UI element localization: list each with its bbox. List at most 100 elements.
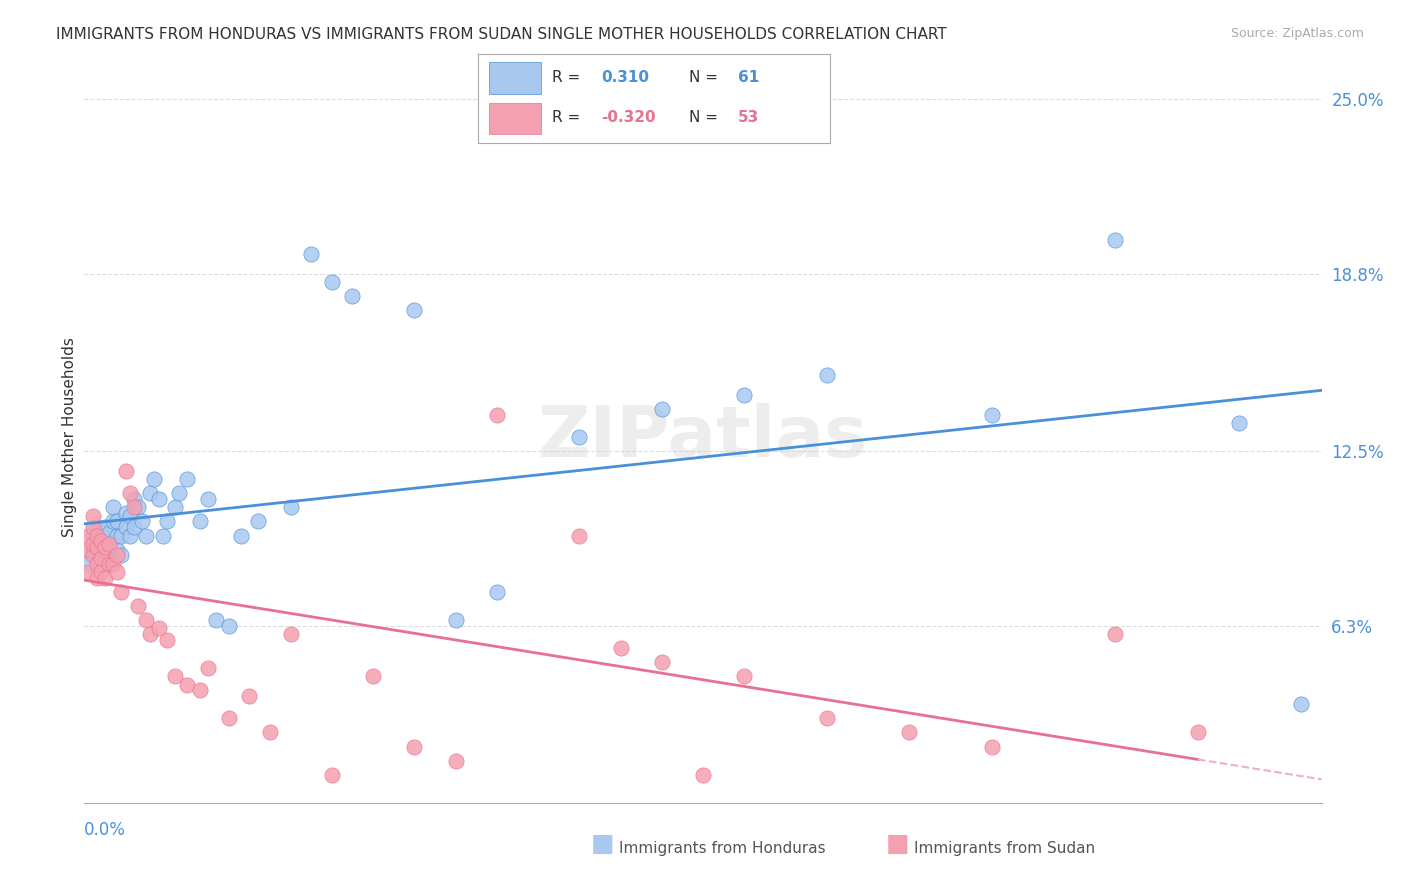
Point	[94, 542, 117, 557]
Point	[980, 739, 1002, 754]
Point	[156, 515, 179, 529]
Point	[156, 632, 179, 647]
Point	[1104, 627, 1126, 641]
Point	[148, 621, 170, 635]
Bar	[489, 103, 541, 134]
Point	[82, 528, 104, 542]
Point	[86, 571, 108, 585]
Point	[404, 303, 426, 318]
Point	[110, 584, 132, 599]
Point	[86, 528, 108, 542]
Point	[609, 641, 631, 656]
Point	[197, 661, 219, 675]
Point	[82, 508, 104, 523]
Point	[152, 528, 174, 542]
Text: Source: ZipAtlas.com: Source: ZipAtlas.com	[1230, 27, 1364, 40]
Point	[98, 557, 121, 571]
Point	[143, 472, 166, 486]
Point	[218, 618, 240, 632]
Point	[118, 528, 141, 542]
Text: ■: ■	[591, 832, 614, 856]
Text: 61: 61	[738, 70, 759, 85]
Point	[103, 515, 125, 529]
Point	[238, 689, 260, 703]
Point	[86, 557, 108, 571]
Point	[86, 537, 108, 551]
Bar	[489, 62, 541, 94]
Point	[94, 571, 117, 585]
Point	[733, 388, 755, 402]
Point	[105, 515, 128, 529]
Point	[98, 548, 121, 562]
Point	[188, 515, 211, 529]
Point	[118, 486, 141, 500]
Point	[98, 557, 121, 571]
Point	[127, 599, 149, 613]
Point	[188, 683, 211, 698]
Point	[733, 669, 755, 683]
Text: N =: N =	[689, 70, 718, 85]
Point	[82, 548, 104, 562]
Point	[568, 528, 591, 542]
Text: -0.320: -0.320	[602, 111, 655, 125]
Point	[898, 725, 921, 739]
Point	[131, 515, 153, 529]
Point	[165, 500, 187, 515]
Point	[114, 520, 136, 534]
Point	[86, 520, 108, 534]
Point	[176, 678, 198, 692]
Point	[321, 767, 343, 781]
Point	[280, 627, 302, 641]
Point	[815, 711, 838, 725]
Point	[197, 491, 219, 506]
Point	[651, 401, 673, 416]
Point	[105, 565, 128, 579]
Point	[90, 565, 112, 579]
Point	[122, 491, 145, 506]
Point	[218, 711, 240, 725]
Point	[148, 491, 170, 506]
Point	[229, 528, 252, 542]
Point	[90, 540, 112, 554]
Point	[444, 613, 467, 627]
Point	[77, 565, 100, 579]
Point	[103, 557, 125, 571]
Point	[404, 739, 426, 754]
Point	[1187, 725, 1209, 739]
Text: ■: ■	[886, 832, 910, 856]
Point	[82, 520, 104, 534]
Text: R =: R =	[551, 70, 581, 85]
Point	[86, 540, 108, 554]
Point	[90, 528, 112, 542]
Point	[815, 368, 838, 383]
Text: N =: N =	[689, 111, 718, 125]
Point	[82, 542, 104, 557]
Point	[90, 557, 112, 571]
Point	[94, 540, 117, 554]
Point	[259, 725, 281, 739]
Point	[1104, 233, 1126, 247]
Point	[321, 276, 343, 290]
Point	[110, 528, 132, 542]
Point	[692, 767, 714, 781]
Text: Immigrants from Sudan: Immigrants from Sudan	[914, 841, 1095, 856]
Point	[165, 669, 187, 683]
Point	[103, 500, 125, 515]
Point	[105, 542, 128, 557]
Point	[77, 557, 100, 571]
Point	[299, 247, 322, 261]
Point	[114, 506, 136, 520]
Point	[444, 754, 467, 768]
Point	[485, 584, 508, 599]
Text: 0.0%: 0.0%	[84, 821, 127, 839]
Point	[77, 542, 100, 557]
Point	[342, 289, 364, 303]
Point	[651, 655, 673, 669]
Point	[135, 528, 157, 542]
Point	[280, 500, 302, 515]
Point	[361, 669, 384, 683]
Text: IMMIGRANTS FROM HONDURAS VS IMMIGRANTS FROM SUDAN SINGLE MOTHER HOUSEHOLDS CORRE: IMMIGRANTS FROM HONDURAS VS IMMIGRANTS F…	[56, 27, 948, 42]
Point	[127, 500, 149, 515]
Point	[82, 537, 104, 551]
Point	[105, 528, 128, 542]
